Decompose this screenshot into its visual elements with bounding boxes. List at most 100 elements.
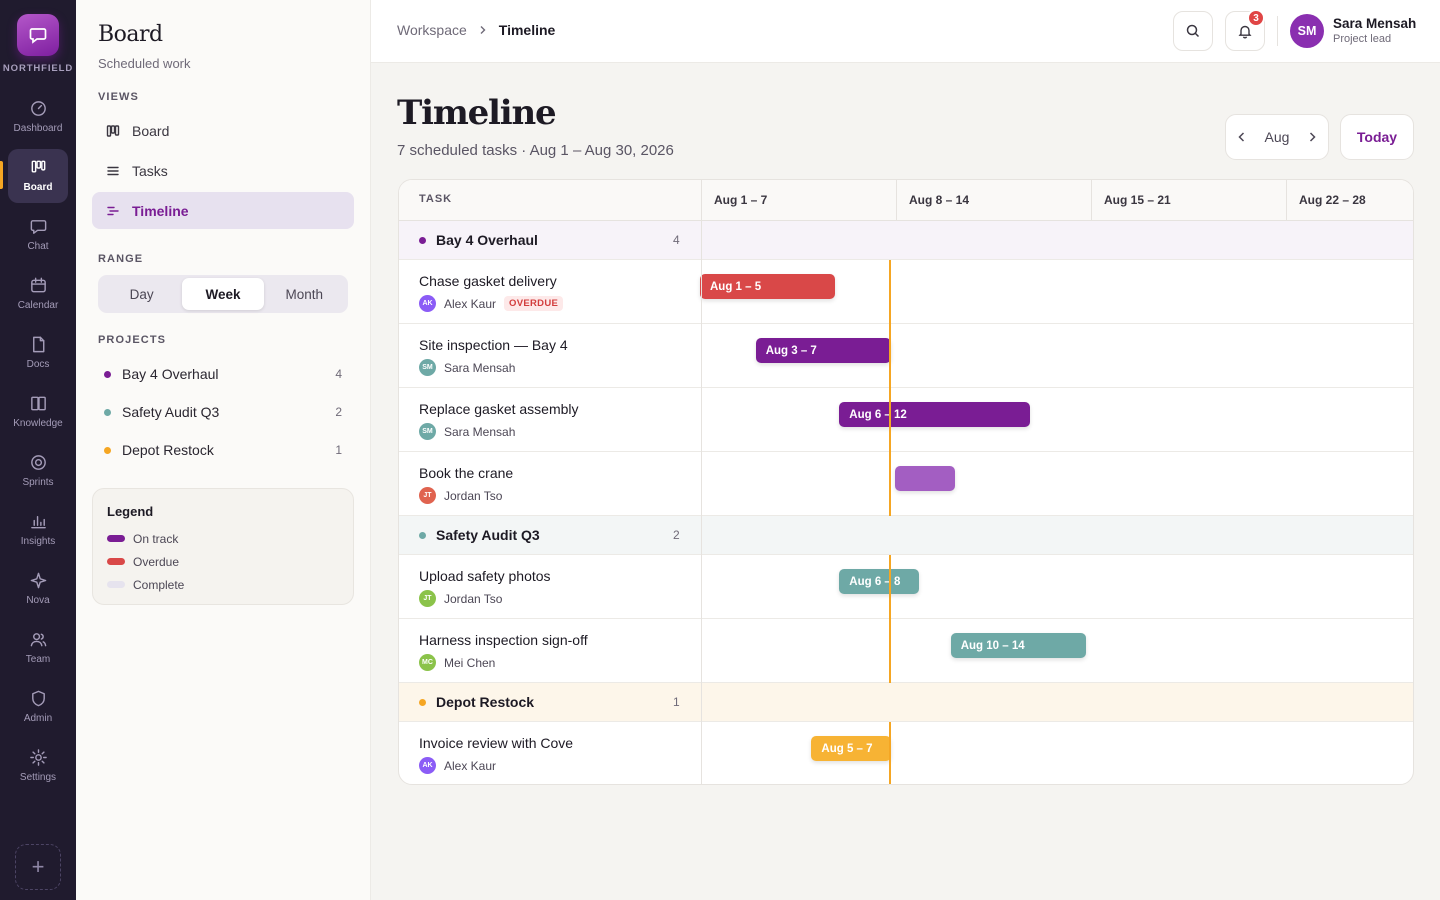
legend-label: Overdue: [133, 554, 180, 569]
task-name[interactable]: Harness inspection sign-off: [419, 632, 588, 648]
project-item[interactable]: Safety Audit Q3 2: [98, 400, 348, 424]
rail-item-nova[interactable]: Nova: [8, 562, 68, 616]
group-row[interactable]: Bay 4 Overhaul 4: [399, 221, 1413, 260]
breadcrumb-current: Timeline: [498, 22, 556, 38]
task-owner: AK Alex Kaur OVERDUE: [419, 295, 564, 312]
today-button[interactable]: Today: [1340, 114, 1414, 160]
rail-item-chat[interactable]: Chat: [8, 208, 68, 262]
owner-avatar: MC: [419, 654, 436, 671]
add-space-button[interactable]: +: [15, 844, 61, 890]
rail-item-admin[interactable]: Admin: [8, 680, 68, 734]
rail-item-label: Knowledge: [13, 418, 63, 429]
task-bar[interactable]: Aug 10 – 14: [950, 633, 1086, 658]
rail-item-sprints[interactable]: Sprints: [8, 444, 68, 498]
group-name: Depot Restock: [436, 694, 535, 710]
task-name[interactable]: Chase gasket delivery: [419, 273, 557, 289]
legend-title: Legend: [107, 504, 154, 519]
legend-label: Complete: [133, 577, 185, 592]
rail-item-label: Board: [23, 182, 53, 193]
task-name[interactable]: Replace gasket assembly: [419, 401, 579, 417]
range-label: RANGE: [98, 253, 144, 265]
user-name[interactable]: Sara Mensah: [1333, 16, 1417, 31]
brand-name: NORTHFIELD: [2, 63, 74, 74]
owner-avatar: JT: [419, 487, 436, 504]
shield-icon: [31, 690, 45, 707]
view-item-label: Timeline: [132, 202, 189, 219]
list-icon: [107, 166, 119, 175]
project-item[interactable]: Depot Restock 1: [98, 438, 348, 462]
chevron-right-icon[interactable]: [1306, 131, 1318, 143]
task-row[interactable]: Replace gasket assembly SM Sara Mensah A…: [399, 388, 1413, 452]
search-button[interactable]: [1173, 11, 1213, 51]
rail-item-label: Team: [25, 654, 51, 665]
rail-item-knowledge[interactable]: Knowledge: [8, 385, 68, 439]
view-item-board[interactable]: Board: [92, 112, 354, 149]
rail-item-calendar[interactable]: Calendar: [8, 267, 68, 321]
project-name: Bay 4 Overhaul: [122, 366, 219, 382]
task-row[interactable]: Upload safety photos JT Jordan Tso Aug 6…: [399, 555, 1413, 619]
task-row[interactable]: Chase gasket delivery AK Alex Kaur OVERD…: [399, 260, 1413, 324]
view-item-label: Tasks: [132, 162, 168, 179]
legend-swatch: [107, 535, 125, 542]
doc-icon: [32, 336, 44, 353]
task-bar[interactable]: [895, 466, 955, 491]
owner-avatar: SM: [419, 359, 436, 376]
task-owner: SM Sara Mensah: [419, 359, 515, 376]
breadcrumb-workspace[interactable]: Workspace: [397, 22, 467, 38]
target-icon: [30, 455, 46, 470]
task-column-divider: [701, 180, 702, 784]
task-row[interactable]: Site inspection — Bay 4 SM Sara Mensah A…: [399, 324, 1413, 388]
rail-item-label: Sprints: [22, 477, 54, 488]
task-bar[interactable]: Aug 5 – 7: [811, 736, 891, 761]
view-item-tasks[interactable]: Tasks: [92, 152, 354, 189]
calendar-icon: [30, 277, 46, 293]
task-bar[interactable]: Aug 6 – 8: [839, 569, 919, 594]
task-row[interactable]: Book the crane JT Jordan Tso: [399, 452, 1413, 516]
group-row[interactable]: Safety Audit Q3 2: [399, 516, 1413, 555]
task-name[interactable]: Invoice review with Cove: [419, 735, 574, 751]
view-item-timeline[interactable]: Timeline: [92, 192, 354, 229]
book-icon: [30, 396, 46, 411]
rail-item-label: Settings: [19, 772, 57, 783]
task-owner: AK Alex Kaur: [419, 757, 496, 774]
rail-item-settings[interactable]: Settings: [8, 739, 68, 793]
project-count: 1: [335, 443, 342, 457]
task-row[interactable]: Invoice review with Cove AK Alex Kaur Au…: [399, 722, 1413, 784]
task-owner: MC Mei Chen: [419, 654, 495, 671]
brand-logo[interactable]: [17, 14, 59, 56]
task-name[interactable]: Book the crane: [419, 465, 514, 481]
range-option-month[interactable]: Month: [285, 286, 324, 302]
avatar[interactable]: SM: [1290, 14, 1324, 48]
notifications-button[interactable]: 3: [1225, 9, 1265, 51]
task-owner: SM Sara Mensah: [419, 423, 515, 440]
chevron-left-icon[interactable]: [1236, 131, 1248, 143]
rail-item-dashboard[interactable]: Dashboard: [8, 90, 68, 144]
owner-avatar: AK: [419, 295, 436, 312]
rail-item-team[interactable]: Team: [8, 621, 68, 675]
chat-bubble-icon: [29, 28, 47, 44]
rail-active-indicator: [0, 161, 3, 189]
project-count: 2: [335, 405, 342, 419]
divider: [1277, 16, 1278, 46]
task-bar[interactable]: Aug 6 – 12: [839, 402, 1031, 427]
rail-item-docs[interactable]: Docs: [8, 326, 68, 380]
timeline-icon: [107, 206, 119, 215]
rail-item-insights[interactable]: Insights: [8, 503, 68, 557]
task-name[interactable]: Upload safety photos: [419, 568, 551, 584]
project-item[interactable]: Bay 4 Overhaul 4: [98, 362, 348, 386]
group-row[interactable]: Depot Restock 1: [399, 683, 1413, 722]
task-name[interactable]: Site inspection — Bay 4: [419, 337, 568, 353]
rail-item-board[interactable]: Board: [8, 149, 68, 203]
task-bar[interactable]: Aug 3 – 7: [755, 338, 891, 363]
user-role: Project lead: [1333, 33, 1392, 45]
today-marker-line: [888, 722, 891, 784]
plus-icon: +: [31, 854, 45, 879]
chart-icon: [30, 516, 46, 529]
task-bar[interactable]: Aug 1 – 5: [700, 274, 836, 299]
range-option-week[interactable]: Week: [182, 278, 264, 310]
timeline-grid: TASK Aug 1 – 7 Aug 8 – 14 Aug 15 – 21 Aug 2…: [398, 179, 1414, 785]
group-color-dot: [419, 699, 426, 706]
board-icon: [31, 160, 45, 173]
task-row[interactable]: Harness inspection sign-off MC Mei Chen …: [399, 619, 1413, 683]
range-option-day[interactable]: Day: [129, 286, 154, 302]
